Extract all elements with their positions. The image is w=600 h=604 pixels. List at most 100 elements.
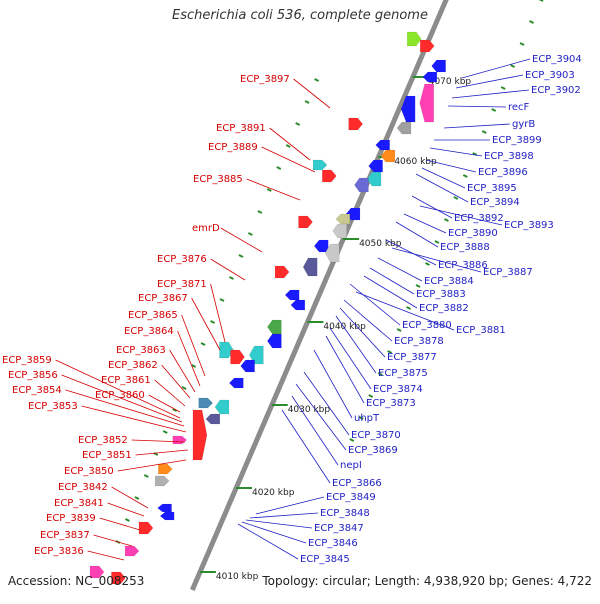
- right-gene-label: ECP_3892: [454, 213, 504, 224]
- right-tick-mark: [491, 108, 497, 112]
- right-gene-label: ECP_3887: [483, 267, 533, 278]
- left-gene-label: ECP_3836: [34, 546, 84, 557]
- right-label-leader: [461, 58, 531, 79]
- right-gene-label: ECP_3848: [320, 508, 370, 519]
- right-tick-mark: [368, 394, 374, 398]
- right-gene-label: ECP_3899: [492, 135, 542, 146]
- topology-summary: Topology: circular; Length: 4,938,920 bp…: [262, 574, 592, 588]
- right-tick-mark: [519, 42, 525, 46]
- right-gene-label: ECP_3903: [525, 70, 575, 81]
- reverse-gene: [335, 213, 351, 225]
- reverse-gene: [396, 121, 412, 135]
- right-gene-label: ECP_3893: [504, 220, 554, 231]
- right-label-leader: [237, 523, 299, 560]
- kbp-tick-label: 4010 kbp: [216, 572, 259, 582]
- right-gene-label: ECP_3877: [387, 352, 437, 363]
- forward-gene: [348, 117, 364, 131]
- right-gene-label: ECP_3880: [402, 320, 452, 331]
- right-label-leader: [291, 395, 339, 466]
- right-tick-mark: [349, 438, 355, 442]
- right-label-leader: [343, 299, 393, 342]
- left-label-leader: [220, 227, 263, 253]
- kbp-tick-label: 4070 kbp: [429, 77, 472, 87]
- left-tick-mark: [304, 100, 310, 104]
- forward-gene: [298, 215, 313, 229]
- right-label-leader: [255, 496, 325, 515]
- right-label-leader: [249, 512, 319, 519]
- accession-text: Accession: NC_008253: [8, 574, 145, 588]
- right-tick-mark: [387, 350, 393, 354]
- left-gene-label: ECP_3885: [193, 174, 243, 185]
- right-label-leader: [349, 283, 401, 326]
- reverse-gene: [249, 345, 264, 365]
- left-label-leader: [135, 449, 189, 456]
- forward-gene: [154, 475, 170, 487]
- left-label-leader: [246, 178, 301, 201]
- right-label-leader: [451, 89, 530, 99]
- right-tick-mark: [396, 328, 402, 332]
- reverse-gene: [290, 299, 306, 311]
- left-gene-label: ECP_3852: [78, 435, 128, 446]
- left-tick-mark: [266, 188, 272, 192]
- right-label-leader: [421, 167, 466, 189]
- right-gene-label: uhpT: [354, 413, 380, 424]
- right-gene-label: ECP_3845: [300, 554, 350, 565]
- right-tick-mark: [406, 306, 412, 310]
- left-label-leader: [293, 78, 331, 109]
- left-gene-label: ECP_3864: [124, 326, 174, 337]
- left-gene-label: ECP_3876: [157, 254, 207, 265]
- genome-backbone: [190, 0, 449, 591]
- left-gene-label: ECP_3860: [95, 390, 145, 401]
- reverse-gene: [214, 399, 230, 415]
- left-gene-label: ECP_3839: [46, 513, 96, 524]
- left-gene-label: ECP_3837: [40, 530, 90, 541]
- left-label-leader: [107, 502, 145, 517]
- right-tick-mark: [453, 196, 459, 200]
- forward-gene: [138, 521, 154, 535]
- reverse-gene: [240, 359, 255, 373]
- reverse-gene: [366, 171, 382, 187]
- reverse-gene: [375, 139, 390, 151]
- left-label-leader: [177, 330, 201, 387]
- left-tick-mark: [134, 496, 140, 500]
- reverse-gene: [419, 83, 434, 123]
- left-gene-label: ECP_3851: [82, 450, 132, 461]
- left-label-leader: [99, 517, 141, 531]
- left-tick-mark: [200, 342, 206, 346]
- right-label-leader: [447, 105, 507, 108]
- forward-gene: [406, 31, 422, 47]
- right-label-leader: [419, 205, 503, 226]
- left-tick-mark: [172, 408, 178, 412]
- right-label-leader: [395, 221, 439, 248]
- right-label-leader: [425, 159, 477, 173]
- left-gene-label: ECP_3865: [128, 310, 178, 321]
- right-label-leader: [411, 195, 453, 219]
- reverse-gene: [302, 257, 318, 277]
- right-label-leader: [455, 74, 524, 89]
- right-gene-label: ECP_3869: [348, 445, 398, 456]
- right-tick-mark: [510, 64, 516, 68]
- forward-gene: [322, 169, 337, 183]
- left-gene-label: ECP_3891: [216, 123, 266, 134]
- left-gene-label: ECP_3863: [116, 345, 166, 356]
- right-label-leader: [325, 335, 365, 404]
- right-gene-label: ECP_3890: [448, 228, 498, 239]
- right-label-leader: [339, 307, 386, 358]
- right-tick-mark: [481, 130, 487, 134]
- reverse-gene: [380, 149, 396, 163]
- map-title: Escherichia coli 536, complete genome: [172, 8, 428, 23]
- right-tick-mark: [500, 86, 506, 90]
- forward-gene: [230, 349, 245, 365]
- right-gene-label: ECP_3866: [332, 478, 382, 489]
- left-gene-label: ECP_3841: [54, 498, 104, 509]
- kbp-tick-label: 4040 kbp: [323, 322, 366, 332]
- left-gene-label: ECP_3871: [157, 279, 207, 290]
- left-tick-mark: [191, 364, 197, 368]
- forward-gene: [172, 435, 188, 445]
- right-label-leader: [403, 213, 447, 234]
- right-gene-label: ECP_3849: [326, 492, 376, 503]
- right-tick-mark: [472, 152, 478, 156]
- right-tick-mark: [443, 218, 449, 222]
- right-label-leader: [335, 315, 377, 374]
- right-gene-label: ECP_3904: [532, 54, 582, 65]
